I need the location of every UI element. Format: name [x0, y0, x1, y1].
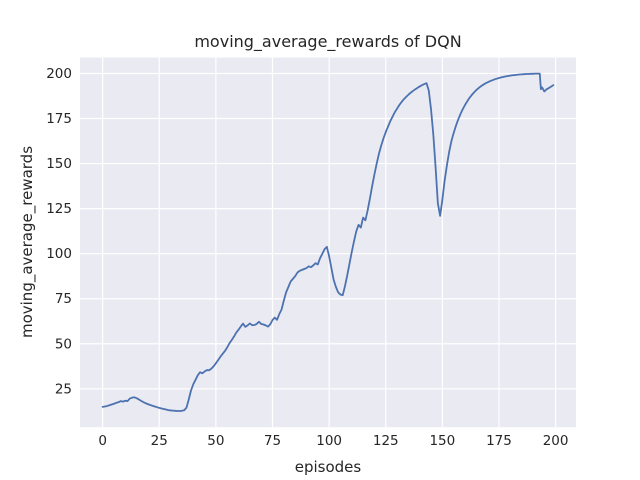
data-line-layer — [101, 72, 555, 412]
x-tick-label: 0 — [98, 433, 107, 449]
y-tick-label: 150 — [46, 156, 72, 172]
x-tick-label: 175 — [486, 433, 512, 449]
x-tick-label: 25 — [151, 433, 168, 449]
x-axis-label: episodes — [294, 458, 362, 476]
y-tick-label: 50 — [55, 336, 72, 352]
x-tick-label: 125 — [373, 433, 399, 449]
x-tick-label: 100 — [316, 433, 342, 449]
y-tick-label: 25 — [55, 381, 72, 397]
y-tick-label: 100 — [46, 246, 72, 262]
x-tick-label: 75 — [264, 433, 281, 449]
x-tick-label: 200 — [543, 433, 569, 449]
x-tick-label: 50 — [207, 433, 224, 449]
y-tick-labels: 25 50 75 100 125 150 175 200 — [46, 66, 72, 397]
x-tick-labels: 0 25 50 75 100 125 150 175 200 — [98, 433, 568, 449]
dqn-reward-line — [101, 72, 555, 412]
x-tick-label: 150 — [429, 433, 455, 449]
y-axis-label: moving_average_rewards — [18, 145, 36, 339]
chart-title: moving_average_rewards of DQN — [194, 32, 462, 51]
y-tick-label: 200 — [46, 66, 72, 82]
y-tick-label: 125 — [46, 201, 72, 217]
y-tick-label: 75 — [55, 291, 72, 307]
y-tick-label: 175 — [46, 111, 72, 127]
plot-background — [80, 57, 576, 428]
